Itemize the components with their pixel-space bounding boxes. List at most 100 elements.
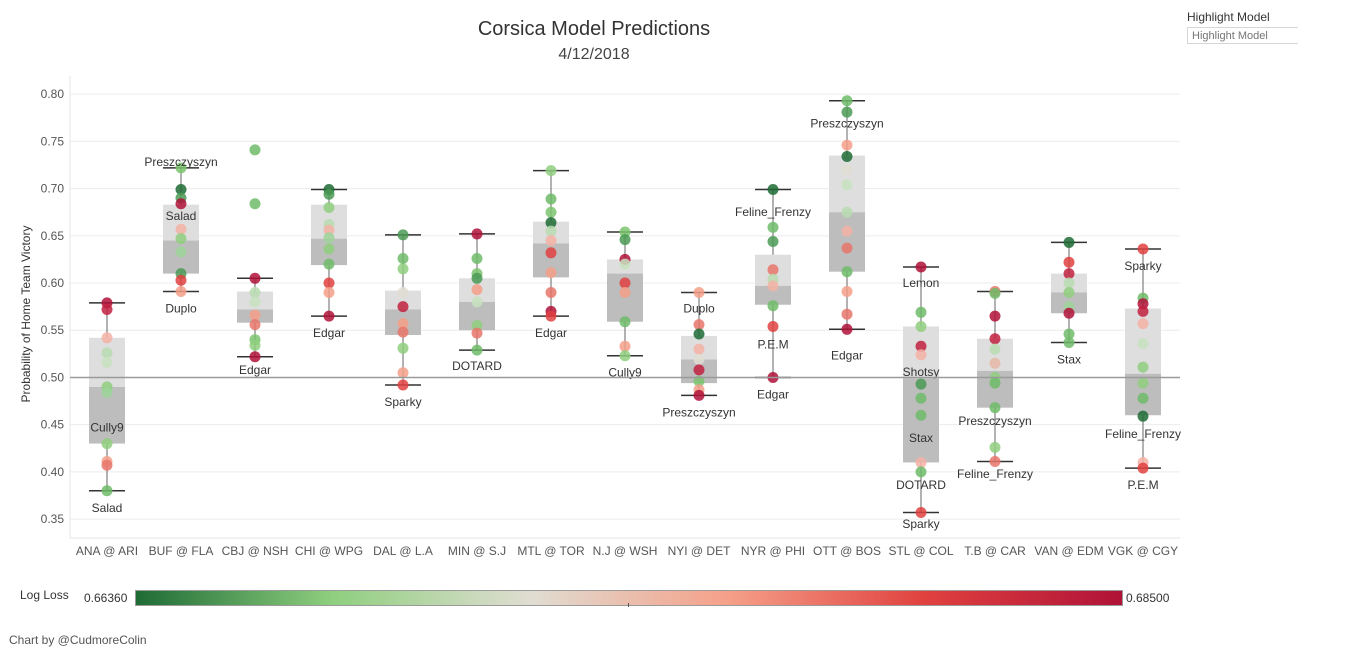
y-tick-label: 0.35 <box>41 512 65 526</box>
prediction-point <box>693 319 705 331</box>
prediction-point <box>989 456 1001 468</box>
prediction-point <box>1137 410 1149 422</box>
model-label: Feline_Frenzy <box>1105 427 1181 441</box>
prediction-point <box>323 232 335 244</box>
prediction-point <box>101 303 113 315</box>
prediction-point <box>545 310 557 322</box>
prediction-point <box>693 328 705 340</box>
prediction-point <box>1137 298 1149 310</box>
prediction-point <box>249 144 261 156</box>
prediction-point <box>1063 328 1075 340</box>
box-upper <box>385 290 421 310</box>
prediction-point <box>693 364 705 376</box>
model-label: P.E.M <box>1127 478 1158 492</box>
model-label: Edgar <box>757 387 789 401</box>
y-tick-label: 0.70 <box>41 182 65 196</box>
chart-subtitle: 4/12/2018 <box>558 46 630 63</box>
x-tick-label: NYR @ PHI <box>741 544 805 558</box>
y-tick-label: 0.45 <box>41 418 65 432</box>
prediction-point <box>175 286 187 298</box>
prediction-point <box>397 229 409 241</box>
prediction-point <box>545 267 557 279</box>
prediction-point <box>249 286 261 298</box>
model-label: Edgar <box>239 363 271 377</box>
prediction-point <box>175 223 187 235</box>
prediction-point <box>397 367 409 379</box>
prediction-point <box>619 286 631 298</box>
prediction-point <box>397 326 409 338</box>
prediction-point <box>323 258 335 270</box>
prediction-point <box>619 234 631 246</box>
x-tick-label: VGK @ CGY <box>1108 544 1178 558</box>
prediction-point <box>249 319 261 331</box>
model-label: Feline_Frenzy <box>957 467 1033 481</box>
prediction-point <box>693 389 705 401</box>
model-label: Edgar <box>535 326 567 340</box>
x-tick-label: OTT @ BOS <box>813 544 881 558</box>
prediction-point <box>545 193 557 205</box>
model-label: Preszczyszyn <box>662 405 735 419</box>
prediction-point <box>397 379 409 391</box>
prediction-point <box>767 320 779 332</box>
prediction-point <box>1063 277 1075 289</box>
prediction-point <box>323 277 335 289</box>
prediction-point <box>249 351 261 363</box>
prediction-point <box>545 206 557 218</box>
x-tick-label: MTL @ TOR <box>517 544 585 558</box>
model-label: Sparky <box>902 517 939 531</box>
model-label: Feline_Frenzy <box>735 205 811 219</box>
prediction-point <box>323 243 335 255</box>
y-tick-label: 0.60 <box>41 276 65 290</box>
prediction-point <box>989 333 1001 345</box>
prediction-point <box>397 263 409 275</box>
prediction-point <box>841 150 853 162</box>
prediction-point <box>1063 268 1075 280</box>
model-label: Stax <box>1057 353 1081 367</box>
prediction-point <box>1137 377 1149 389</box>
prediction-point <box>1137 462 1149 474</box>
prediction-point <box>323 310 335 322</box>
model-label: Cully9 <box>608 366 642 380</box>
x-tick-label: DAL @ L.A <box>373 544 433 558</box>
y-axis-title: Probability of Home Team Victory <box>19 226 33 403</box>
model-label: Salad <box>92 501 123 515</box>
prediction-point <box>323 188 335 200</box>
prediction-point <box>619 277 631 289</box>
box-lower <box>755 285 791 305</box>
prediction-point <box>471 296 483 308</box>
prediction-point <box>1137 361 1149 373</box>
model-label: Stax <box>909 431 933 445</box>
prediction-point <box>915 340 927 352</box>
prediction-point <box>471 272 483 284</box>
prediction-point <box>397 252 409 264</box>
prediction-point <box>915 320 927 332</box>
prediction-point <box>767 184 779 196</box>
highlight-model-input[interactable] <box>1187 27 1298 44</box>
prediction-point <box>471 320 483 332</box>
prediction-point <box>545 286 557 298</box>
prediction-point <box>841 242 853 254</box>
prediction-point <box>1137 305 1149 317</box>
model-label: DOTARD <box>452 359 502 373</box>
prediction-point <box>767 264 779 276</box>
model-label: DOTARD <box>896 478 946 492</box>
prediction-point <box>249 296 261 308</box>
prediction-point <box>545 165 557 177</box>
prediction-point <box>915 261 927 273</box>
prediction-point <box>767 280 779 292</box>
log-loss-min-value: 0.66360 <box>84 591 128 605</box>
x-tick-label: N.J @ WSH <box>593 544 658 558</box>
prediction-point <box>1137 392 1149 404</box>
prediction-point <box>101 438 113 450</box>
prediction-point <box>693 375 705 387</box>
box-plot-chart: 0.80 0.75 0.70 0.65 0.60 0.55 0.50 0.45 0.40 0.35… <box>19 76 1181 558</box>
x-tick-label: VAN @ EDM <box>1034 544 1103 558</box>
prediction-point <box>841 266 853 278</box>
prediction-point <box>619 316 631 328</box>
prediction-point <box>397 342 409 354</box>
prediction-point <box>841 308 853 320</box>
y-tick-label: 0.65 <box>41 229 65 243</box>
prediction-point <box>841 164 853 176</box>
prediction-point <box>471 344 483 356</box>
prediction-point <box>989 377 1001 389</box>
